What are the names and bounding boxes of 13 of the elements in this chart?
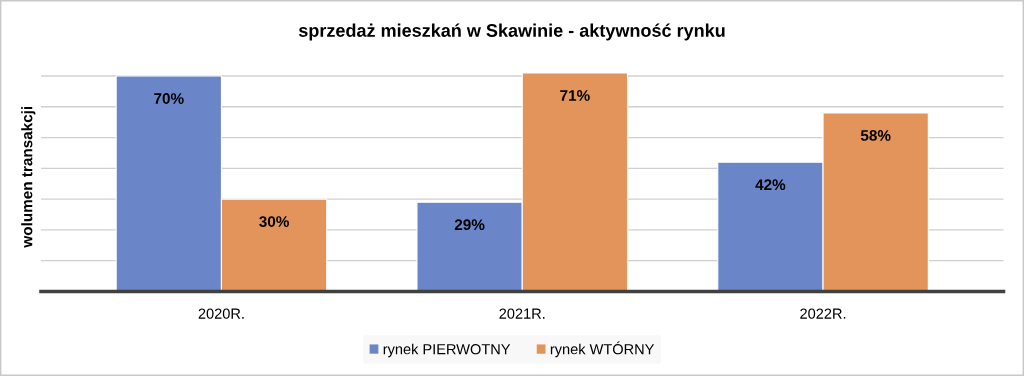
data-label: 70%	[154, 93, 184, 104]
data-label: 42%	[755, 179, 786, 191]
legend-label: rynek WTÓRNY	[550, 341, 655, 358]
x-tick-label: 2020R.	[198, 308, 244, 319]
data-label: 30%	[259, 216, 289, 228]
chart-title: sprzedaż mieszkań w Skawinie - aktywność rynku	[298, 23, 725, 41]
data-label: 58%	[860, 130, 891, 141]
legend-label: rynek PIERWOTNY	[383, 343, 511, 358]
data-label: 71%	[560, 90, 590, 101]
x-tick-label: 2022R.	[800, 308, 846, 319]
y-axis-title: wolumen transakcji	[21, 106, 36, 248]
data-label: 29%	[454, 219, 485, 231]
x-tick-label: 2021R.	[499, 308, 545, 319]
